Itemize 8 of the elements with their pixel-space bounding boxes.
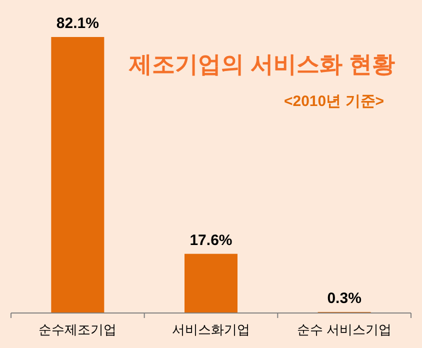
data-label: 82.1% <box>56 15 99 32</box>
x-tick-label: 서비스화기업 <box>172 322 250 337</box>
x-tick-label: 순수제조기업 <box>38 322 117 337</box>
text: 제조기업의 서비스화 현황 <box>128 51 395 77</box>
text: <2010년 기준> <box>284 93 384 110</box>
data-label: 17.6% <box>190 232 232 249</box>
x-tick-label: 순수 서비스기업 <box>297 322 392 337</box>
data-label: 0.3% <box>327 290 362 307</box>
